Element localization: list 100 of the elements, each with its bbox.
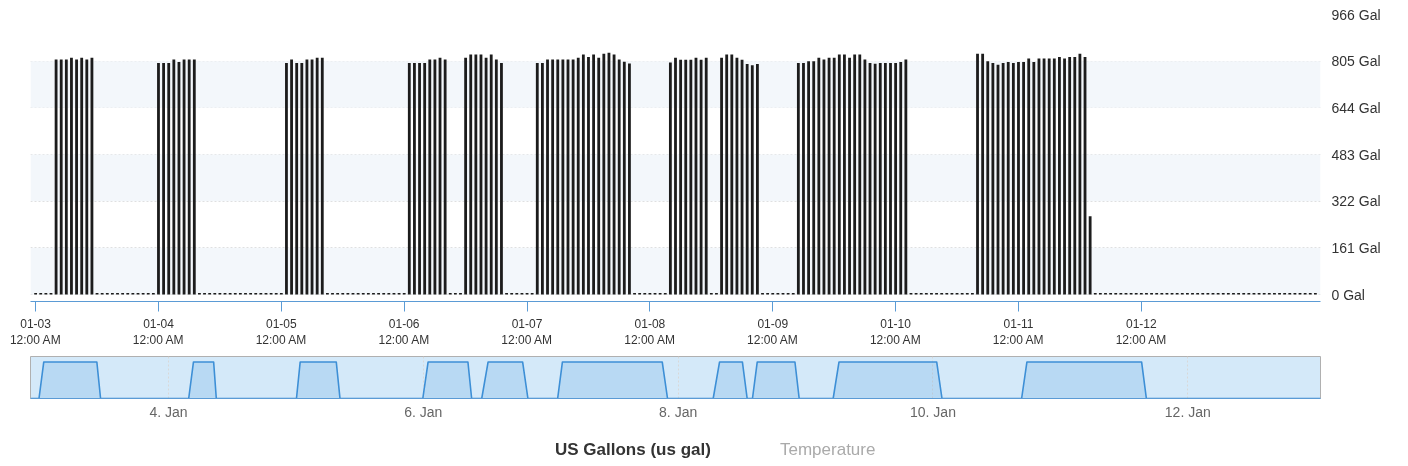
- bar: [581, 54, 585, 295]
- bar: [745, 64, 749, 295]
- bar: [674, 57, 677, 295]
- x-tick-label: 6. Jan: [404, 403, 443, 420]
- bar: [59, 59, 63, 295]
- bar: [704, 57, 708, 295]
- bar: [433, 59, 437, 295]
- bar: [679, 59, 683, 295]
- bar: [428, 59, 432, 295]
- bar: [1032, 62, 1036, 295]
- bar: [817, 57, 821, 295]
- y-tick-label: 322 Gal: [1331, 193, 1381, 210]
- bar: [535, 62, 539, 295]
- bar: [1017, 62, 1020, 295]
- bar: [832, 57, 836, 295]
- x-tick-label: 8. Jan: [659, 403, 698, 420]
- bar: [489, 54, 493, 295]
- bar: [80, 57, 84, 295]
- bar: [423, 62, 427, 295]
- y-tick-label: 161 Gal: [1331, 239, 1381, 256]
- bar: [1022, 62, 1025, 295]
- bar: [162, 62, 165, 295]
- x-tick-label: 01-08 12:00 AM: [624, 316, 675, 348]
- bar: [807, 61, 810, 295]
- bar: [494, 59, 498, 295]
- bar: [843, 54, 846, 295]
- bar: [469, 54, 473, 295]
- x-tick-label: 01-09 12:00 AM: [747, 316, 798, 348]
- bar: [187, 59, 191, 295]
- bar: [689, 59, 693, 295]
- bar: [720, 57, 723, 295]
- bar: [551, 59, 555, 295]
- bar: [986, 61, 990, 295]
- y-tick-label: 644 Gal: [1331, 99, 1381, 116]
- bar: [812, 61, 816, 295]
- x-tick-label: 10. Jan: [910, 403, 956, 420]
- bar: [320, 57, 324, 295]
- bar: [285, 62, 288, 295]
- bar: [571, 59, 575, 295]
- y-tick-label: 805 Gal: [1331, 53, 1381, 70]
- bar: [730, 54, 734, 295]
- bar: [976, 53, 979, 295]
- bar: [750, 65, 754, 295]
- y-tick-label: 966 Gal: [1331, 6, 1381, 23]
- bar: [889, 62, 892, 295]
- bar: [484, 57, 488, 295]
- bar: [622, 61, 626, 295]
- bar: [464, 57, 468, 295]
- bar: [413, 62, 416, 295]
- bar: [1027, 58, 1031, 295]
- text: US Gallons (us gal): [555, 440, 711, 460]
- bar: [878, 62, 882, 295]
- bar: [172, 59, 176, 295]
- x-tick-label: 01-11 12:00 AM: [992, 316, 1044, 348]
- bar: [192, 59, 196, 295]
- bar: [85, 59, 89, 295]
- bar: [418, 62, 421, 295]
- bar: [617, 59, 621, 295]
- bar: [725, 54, 729, 295]
- bar: [556, 59, 560, 295]
- bar: [684, 59, 688, 295]
- bar: [1052, 58, 1056, 295]
- bar: [407, 62, 411, 295]
- bar: [541, 62, 544, 295]
- bar: [546, 59, 549, 295]
- x-tick-label: 01-06 12:00 AM: [378, 316, 430, 348]
- y-tick-label: 0 Gal: [1331, 286, 1365, 303]
- bar: [802, 62, 805, 295]
- bar: [1073, 57, 1077, 295]
- bar: [295, 62, 299, 295]
- bar: [796, 62, 800, 295]
- bar: [863, 59, 867, 295]
- bar: [981, 53, 985, 295]
- bar: [443, 59, 447, 295]
- bar: [54, 59, 58, 295]
- bar: [904, 59, 908, 295]
- bar: [587, 57, 590, 295]
- bar: [991, 62, 995, 295]
- bar: [848, 57, 851, 295]
- bar: [873, 63, 877, 295]
- bar: [500, 62, 503, 295]
- bar: [1006, 62, 1010, 295]
- bar: [1063, 58, 1066, 295]
- x-tick-label: 01-03 12:00 AM: [9, 316, 61, 348]
- x-tick-label: 4. Jan: [149, 403, 188, 420]
- bar: [899, 62, 903, 295]
- x-tick-label: 01-07 12:00 AM: [501, 316, 553, 348]
- bar: [1011, 62, 1015, 295]
- legend-label: Temperature: [780, 440, 876, 460]
- bar: [576, 57, 580, 295]
- bar: [597, 57, 601, 295]
- bar: [561, 59, 565, 295]
- x-tick-label: 01-04 12:00 AM: [132, 316, 184, 348]
- x-tick-label: 12. Jan: [1164, 403, 1211, 420]
- bar: [1078, 53, 1082, 295]
- bar: [167, 62, 171, 295]
- x-tick-label: 01-05 12:00 AM: [255, 316, 307, 348]
- bar: [668, 62, 672, 295]
- bar: [628, 63, 631, 295]
- bar: [592, 54, 595, 295]
